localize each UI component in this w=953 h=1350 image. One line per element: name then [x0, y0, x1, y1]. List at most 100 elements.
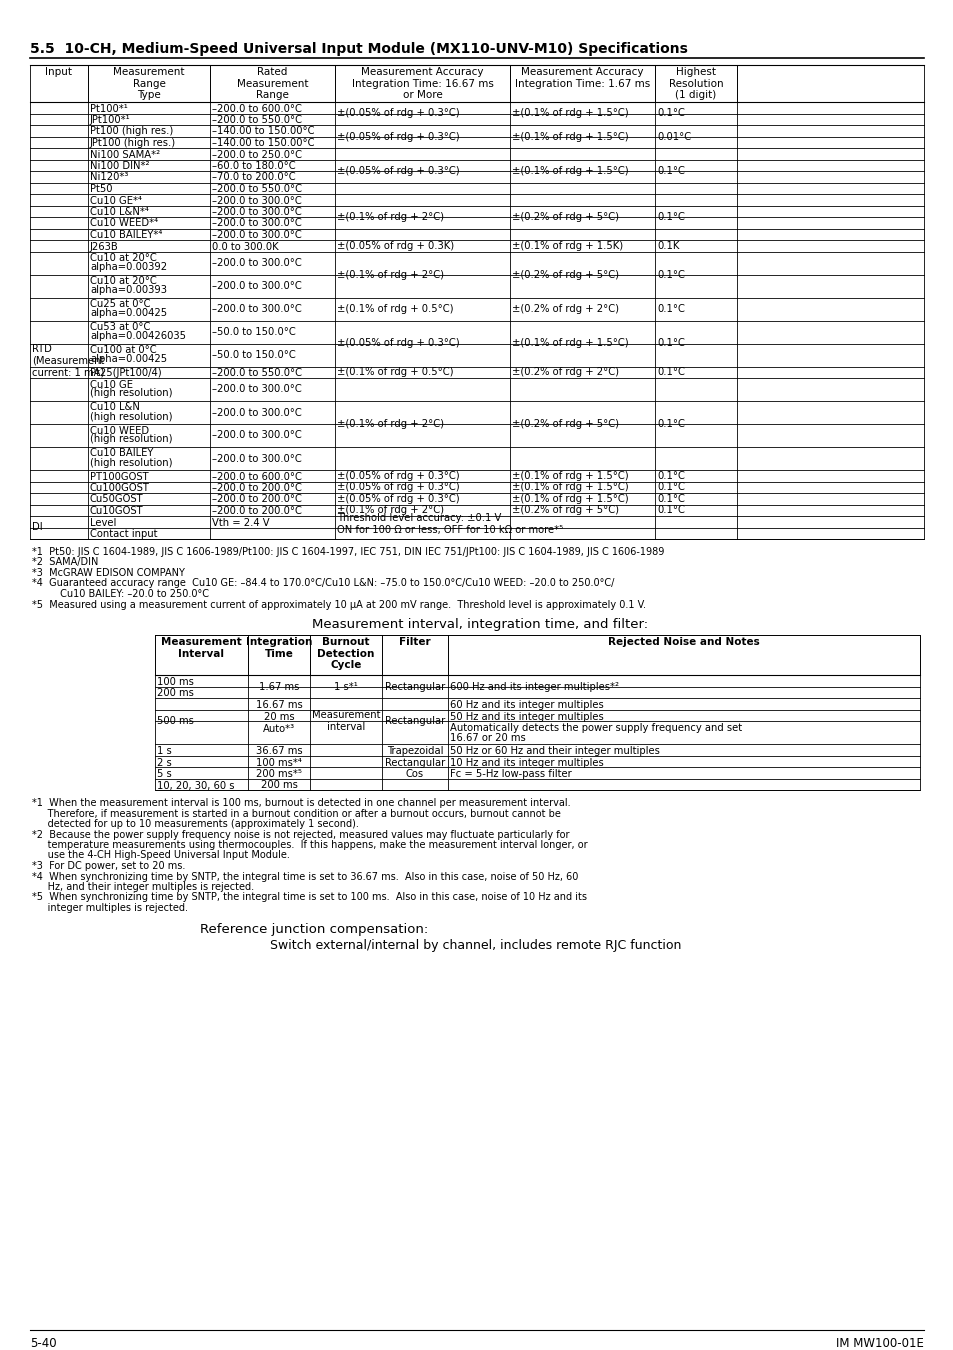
Text: ±(0.1% of rdg + 0.5°C): ±(0.1% of rdg + 0.5°C) [336, 367, 453, 377]
Text: –200.0 to 300.0°C: –200.0 to 300.0°C [212, 454, 301, 463]
Text: Filter: Filter [398, 637, 431, 647]
Text: detected for up to 10 measurements (approximately 1 second).: detected for up to 10 measurements (appr… [32, 819, 358, 829]
Text: Cu10 at 20°C: Cu10 at 20°C [90, 252, 156, 263]
Text: –200.0 to 300.0°C: –200.0 to 300.0°C [212, 385, 301, 394]
Text: Threshold level accuracy: ±0.1 V: Threshold level accuracy: ±0.1 V [336, 513, 501, 524]
Text: –200.0 to 300.0°C: –200.0 to 300.0°C [212, 304, 301, 315]
Text: 0.1°C: 0.1°C [657, 367, 684, 377]
Text: ±(0.2% of rdg + 2°C): ±(0.2% of rdg + 2°C) [512, 304, 618, 315]
Text: ±(0.05% of rdg + 0.3°C): ±(0.05% of rdg + 0.3°C) [336, 494, 459, 504]
Text: ±(0.2% of rdg + 5°C): ±(0.2% of rdg + 5°C) [512, 505, 618, 516]
Text: ±(0.1% of rdg + 1.5°C): ±(0.1% of rdg + 1.5°C) [512, 494, 628, 504]
Text: ±(0.1% of rdg + 2°C): ±(0.1% of rdg + 2°C) [336, 505, 443, 516]
Text: Ni100 SAMA*²: Ni100 SAMA*² [90, 150, 160, 159]
Text: Pt100 (high res.): Pt100 (high res.) [90, 127, 173, 136]
Text: –200.0 to 550.0°C: –200.0 to 550.0°C [212, 184, 302, 194]
Text: ±(0.2% of rdg + 2°C): ±(0.2% of rdg + 2°C) [512, 367, 618, 377]
Text: *1  Pt50: JIS C 1604-1989, JIS C 1606-1989/Pt100: JIS C 1604-1997, IEC 751, DIN : *1 Pt50: JIS C 1604-1989, JIS C 1606-198… [32, 547, 663, 558]
Text: 0.1°C: 0.1°C [657, 505, 684, 516]
Text: 1.67 ms: 1.67 ms [258, 682, 299, 691]
Text: 0.1°C: 0.1°C [657, 339, 684, 348]
Text: Integration
Time: Integration Time [246, 637, 312, 659]
Text: Ni120*³: Ni120*³ [90, 173, 129, 182]
Text: 50 Hz and its integer multiples: 50 Hz and its integer multiples [450, 711, 603, 721]
Text: Rectangular: Rectangular [384, 682, 445, 691]
Text: alpha=0.00393: alpha=0.00393 [90, 285, 167, 296]
Text: 20 ms: 20 ms [263, 711, 294, 721]
Text: 0.1K: 0.1K [657, 240, 679, 251]
Text: Measurement
Range
Type: Measurement Range Type [113, 68, 185, 100]
Text: (high resolution): (high resolution) [90, 389, 172, 398]
Text: *3  For DC power, set to 20 ms.: *3 For DC power, set to 20 ms. [32, 861, 185, 871]
Text: (high resolution): (high resolution) [90, 435, 172, 444]
Text: –140.00 to 150.00°C: –140.00 to 150.00°C [212, 127, 314, 136]
Text: ±(0.1% of rdg + 0.5°C): ±(0.1% of rdg + 0.5°C) [336, 304, 453, 315]
Text: –200.0 to 300.0°C: –200.0 to 300.0°C [212, 230, 301, 240]
Text: 0.1°C: 0.1°C [657, 304, 684, 315]
Text: Measurement interval, integration time, and filter:: Measurement interval, integration time, … [312, 618, 647, 630]
Text: 100 ms: 100 ms [157, 676, 193, 687]
Text: 0.1°C: 0.1°C [657, 494, 684, 504]
Text: Cu25 at 0°C: Cu25 at 0°C [90, 298, 151, 309]
Text: 0.1°C: 0.1°C [657, 108, 684, 119]
Text: 36.67 ms: 36.67 ms [255, 747, 302, 756]
Text: 0.1°C: 0.1°C [657, 270, 684, 279]
Text: –200.0 to 300.0°C: –200.0 to 300.0°C [212, 196, 301, 205]
Text: Trapezoidal: Trapezoidal [386, 747, 443, 756]
Text: ±(0.1% of rdg + 1.5°C): ±(0.1% of rdg + 1.5°C) [512, 131, 628, 142]
Text: *2  Because the power supply frequency noise is not rejected, measured values ma: *2 Because the power supply frequency no… [32, 829, 569, 840]
Text: (high resolution): (high resolution) [90, 458, 172, 467]
Text: 10, 20, 30, 60 s: 10, 20, 30, 60 s [157, 780, 234, 791]
Text: alpha=0.00425: alpha=0.00425 [90, 308, 167, 319]
Text: ON for 100 Ω or less, OFF for 10 kΩ or more*⁵: ON for 100 Ω or less, OFF for 10 kΩ or m… [336, 525, 562, 535]
Text: Pt100*¹: Pt100*¹ [90, 104, 128, 113]
Text: Therefore, if measurement is started in a burnout condition or after a burnout o: Therefore, if measurement is started in … [32, 809, 560, 818]
Text: *1  When the measurement interval is 100 ms, burnout is detected in one channel : *1 When the measurement interval is 100 … [32, 798, 570, 809]
Text: ±(0.05% of rdg + 0.3°C): ±(0.05% of rdg + 0.3°C) [336, 166, 459, 176]
Text: Contact input: Contact input [90, 529, 157, 539]
Text: 5-40: 5-40 [30, 1336, 56, 1350]
Text: 5 s: 5 s [157, 769, 172, 779]
Text: Cu10 L&N*⁴: Cu10 L&N*⁴ [90, 207, 149, 217]
Text: ±(0.2% of rdg + 5°C): ±(0.2% of rdg + 5°C) [512, 418, 618, 429]
Text: Cu10 WEED: Cu10 WEED [90, 425, 149, 436]
Text: Measurement
Interval: Measurement Interval [161, 637, 242, 659]
Text: ±(0.05% of rdg + 0.3°C): ±(0.05% of rdg + 0.3°C) [336, 108, 459, 119]
Text: JPt100*¹: JPt100*¹ [90, 115, 131, 126]
Text: –200.0 to 550.0°C: –200.0 to 550.0°C [212, 369, 302, 378]
Text: *3  McGRAW EDISON COMPANY: *3 McGRAW EDISON COMPANY [32, 568, 185, 578]
Text: 0.1°C: 0.1°C [657, 482, 684, 493]
Text: J263B: J263B [90, 242, 118, 251]
Text: 5.5  10-CH, Medium-Speed Universal Input Module (MX110-UNV-M10) Specifications: 5.5 10-CH, Medium-Speed Universal Input … [30, 42, 687, 55]
Text: ±(0.05% of rdg + 0.3°C): ±(0.05% of rdg + 0.3°C) [336, 131, 459, 142]
Text: –200.0 to 300.0°C: –200.0 to 300.0°C [212, 431, 301, 440]
Text: 500 ms: 500 ms [157, 716, 193, 726]
Text: Cu10 GE: Cu10 GE [90, 379, 132, 390]
Text: Pt25(JPt100/4): Pt25(JPt100/4) [90, 369, 161, 378]
Text: Measurement
interval: Measurement interval [312, 710, 380, 732]
Text: 60 Hz and its integer multiples: 60 Hz and its integer multiples [450, 701, 603, 710]
Text: ±(0.1% of rdg + 1.5°C): ±(0.1% of rdg + 1.5°C) [512, 482, 628, 493]
Text: 0.1°C: 0.1°C [657, 166, 684, 176]
Text: –200.0 to 300.0°C: –200.0 to 300.0°C [212, 219, 301, 228]
Text: Rejected Noise and Notes: Rejected Noise and Notes [607, 637, 760, 647]
Text: Cu10 WEED*⁴: Cu10 WEED*⁴ [90, 219, 158, 228]
Text: Switch external/internal by channel, includes remote RJC function: Switch external/internal by channel, inc… [270, 938, 680, 952]
Text: Rectangular: Rectangular [384, 757, 445, 768]
Text: (high resolution): (high resolution) [90, 412, 172, 421]
Text: 200 ms: 200 ms [157, 688, 193, 698]
Text: ±(0.1% of rdg + 1.5K): ±(0.1% of rdg + 1.5K) [512, 240, 622, 251]
Text: Hz, and their integer multiples is rejected.: Hz, and their integer multiples is rejec… [32, 882, 253, 892]
Text: –200.0 to 550.0°C: –200.0 to 550.0°C [212, 115, 302, 126]
Text: Cu10GOST: Cu10GOST [90, 506, 144, 516]
Text: integer multiples is rejected.: integer multiples is rejected. [32, 903, 188, 913]
Text: *4  When synchronizing time by SNTP, the integral time is set to 36.67 ms.  Also: *4 When synchronizing time by SNTP, the … [32, 872, 578, 882]
Text: ±(0.2% of rdg + 5°C): ±(0.2% of rdg + 5°C) [512, 270, 618, 279]
Text: alpha=0.00426035: alpha=0.00426035 [90, 331, 186, 342]
Text: *5  When synchronizing time by SNTP, the integral time is set to 100 ms.  Also i: *5 When synchronizing time by SNTP, the … [32, 892, 586, 903]
Text: ±(0.05% of rdg + 0.3K): ±(0.05% of rdg + 0.3K) [336, 240, 454, 251]
Text: –50.0 to 150.0°C: –50.0 to 150.0°C [212, 350, 295, 360]
Text: ±(0.2% of rdg + 5°C): ±(0.2% of rdg + 5°C) [512, 212, 618, 221]
Text: Cu10 L&N: Cu10 L&N [90, 402, 140, 413]
Text: –50.0 to 150.0°C: –50.0 to 150.0°C [212, 327, 295, 338]
